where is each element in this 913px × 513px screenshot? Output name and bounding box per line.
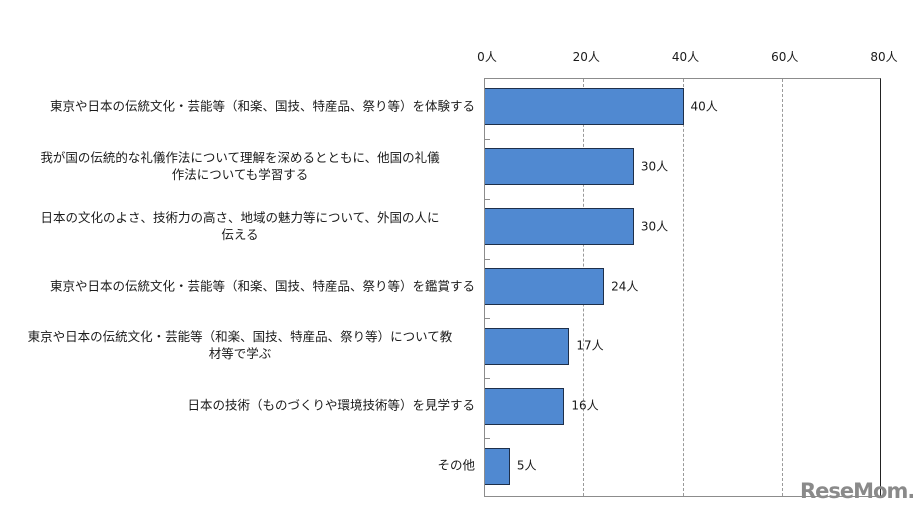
gridline — [682, 79, 684, 496]
bar — [485, 268, 605, 305]
category-label: 我が国の伝統的な礼儀作法について理解を深めるとともに、他国の礼儀 作法についても学… — [40, 149, 440, 182]
y-tick — [485, 378, 490, 380]
resemom-logo: ReseMom. — [800, 479, 913, 503]
bar — [485, 88, 684, 126]
y-tick — [485, 318, 490, 320]
bar — [485, 208, 634, 246]
x-tick-label: 0人 — [477, 50, 497, 64]
y-tick — [485, 138, 490, 140]
bar — [485, 447, 510, 485]
bar — [485, 148, 634, 186]
x-tick-label: 40人 — [671, 50, 700, 64]
y-tick — [485, 198, 490, 200]
y-tick — [485, 438, 490, 440]
bar-value-label: 16人 — [571, 398, 599, 413]
category-label: 日本の文化のよさ、技術力の高さ、地域の魅力等について、外国の人に 伝える — [40, 209, 440, 242]
bar-value-label: 40人 — [690, 99, 718, 114]
bar — [485, 387, 565, 425]
bar-value-label: 24人 — [611, 279, 639, 293]
category-label: 東京や日本の伝統文化・芸能等（和楽、国技、特産品、祭り等）について教 材等で学ぶ — [27, 329, 453, 362]
category-label: その他 — [437, 457, 475, 473]
x-tick-label: 20人 — [572, 50, 600, 64]
bar-value-label: 30人 — [640, 159, 669, 174]
plot-area — [484, 78, 881, 497]
category-label: 東京や日本の伝統文化・芸能等（和楽、国技、特産品、祭り等）を体験する — [49, 98, 475, 114]
bar-value-label: 5人 — [516, 458, 537, 473]
bar-value-label: 17人 — [576, 338, 604, 353]
x-tick-label: 80人 — [870, 50, 898, 64]
category-label: 東京や日本の伝統文化・芸能等（和楽、国技、特産品、祭り等）を鑑賞する — [49, 278, 475, 293]
bar — [485, 327, 570, 365]
gridline — [781, 79, 783, 496]
x-tick-label: 60人 — [771, 50, 799, 64]
bar-value-label: 30人 — [640, 219, 669, 234]
category-label: 日本の技術（ものづくりや環境技術等）を見学する — [187, 397, 475, 413]
y-tick — [485, 258, 490, 260]
